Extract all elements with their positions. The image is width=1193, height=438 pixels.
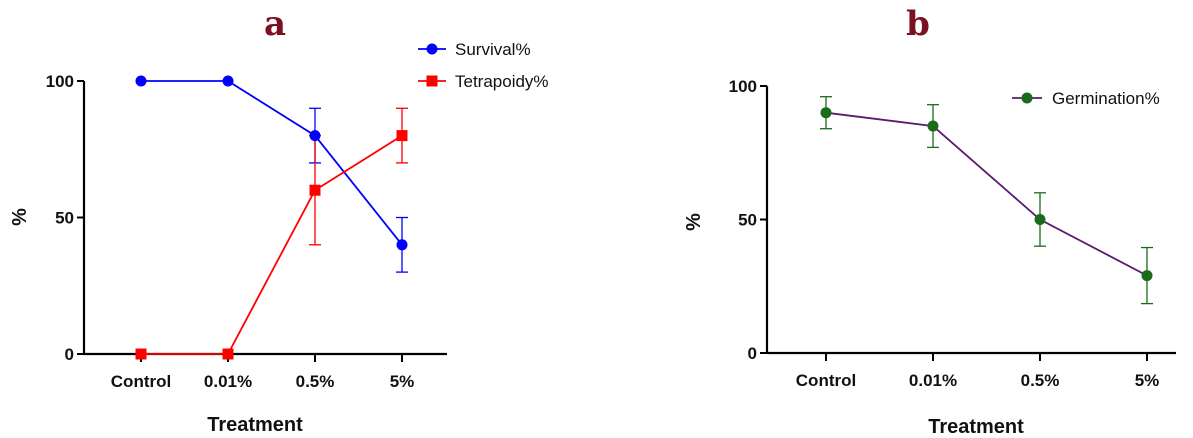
survival-point xyxy=(135,75,147,87)
germination-point xyxy=(1141,270,1153,282)
panel-a-x-title: Treatment xyxy=(207,414,303,436)
y-tick-label: 50 xyxy=(738,211,757,230)
legend-germination-label: Germination% xyxy=(1052,89,1160,108)
y-tick-label: 0 xyxy=(65,345,74,364)
tetrapoidy-point xyxy=(135,348,147,360)
panel-a-y-title: % xyxy=(9,208,31,226)
legend-survival-marker xyxy=(426,43,438,55)
panel-a-legend: Survival% Tetrapoidy% xyxy=(418,40,549,91)
panel-a-series xyxy=(135,75,408,360)
panel-a-letter: a xyxy=(264,4,286,44)
legend-tetrapoidy-label: Tetrapoidy% xyxy=(455,72,549,91)
panel-b-letter: b xyxy=(906,4,930,44)
tetrapoidy-point xyxy=(222,348,234,360)
y-tick-label: 100 xyxy=(729,77,757,96)
y-tick-label: 50 xyxy=(55,209,74,228)
survival-point xyxy=(396,239,408,251)
x-tick-label: 0.5% xyxy=(1021,371,1060,390)
survival-line xyxy=(141,80,403,246)
germination-point xyxy=(1034,214,1046,225)
tetrapoidy-point xyxy=(396,130,408,142)
germination-point xyxy=(927,120,939,132)
panel-b-ticks: 0 50 100 Control 0.01% 0.5% 5% xyxy=(729,77,1160,390)
x-tick-label: 0.5% xyxy=(296,372,335,391)
x-tick-label: 5% xyxy=(1135,371,1160,390)
x-tick-label: Control xyxy=(796,371,856,390)
x-tick-label: 0.01% xyxy=(909,371,957,390)
x-tick-label: Control xyxy=(111,372,171,391)
panel-b-series xyxy=(820,96,1153,305)
y-tick-label: 100 xyxy=(46,72,74,91)
tetrapoidy-point xyxy=(309,184,321,196)
survival-point xyxy=(222,75,234,87)
legend-survival-label: Survival% xyxy=(455,40,531,59)
survival-point xyxy=(309,130,321,142)
tetrapoidy-line xyxy=(141,134,403,355)
germination-point xyxy=(820,107,832,119)
panel-b-y-title: % xyxy=(683,213,705,231)
panel-a: a Treatment % 0 50 100 Control 0.01% 0.5% 5% S… xyxy=(9,4,549,436)
legend-germination-marker xyxy=(1021,92,1033,104)
y-tick-label: 0 xyxy=(748,344,757,363)
x-tick-label: 0.01% xyxy=(204,372,252,391)
panel-b-x-title: Treatment xyxy=(928,416,1024,438)
panel-b-legend: Germination% xyxy=(1012,89,1160,108)
germination-line xyxy=(825,111,1148,277)
panel-a-ticks: 0 50 100 Control 0.01% 0.5% 5% xyxy=(46,72,415,391)
legend-tetrapoidy-marker xyxy=(426,75,438,87)
panel-b: b Treatment % 0 50 100 Control 0.01% 0.5% 5% G… xyxy=(683,4,1176,438)
x-tick-label: 5% xyxy=(390,372,415,391)
